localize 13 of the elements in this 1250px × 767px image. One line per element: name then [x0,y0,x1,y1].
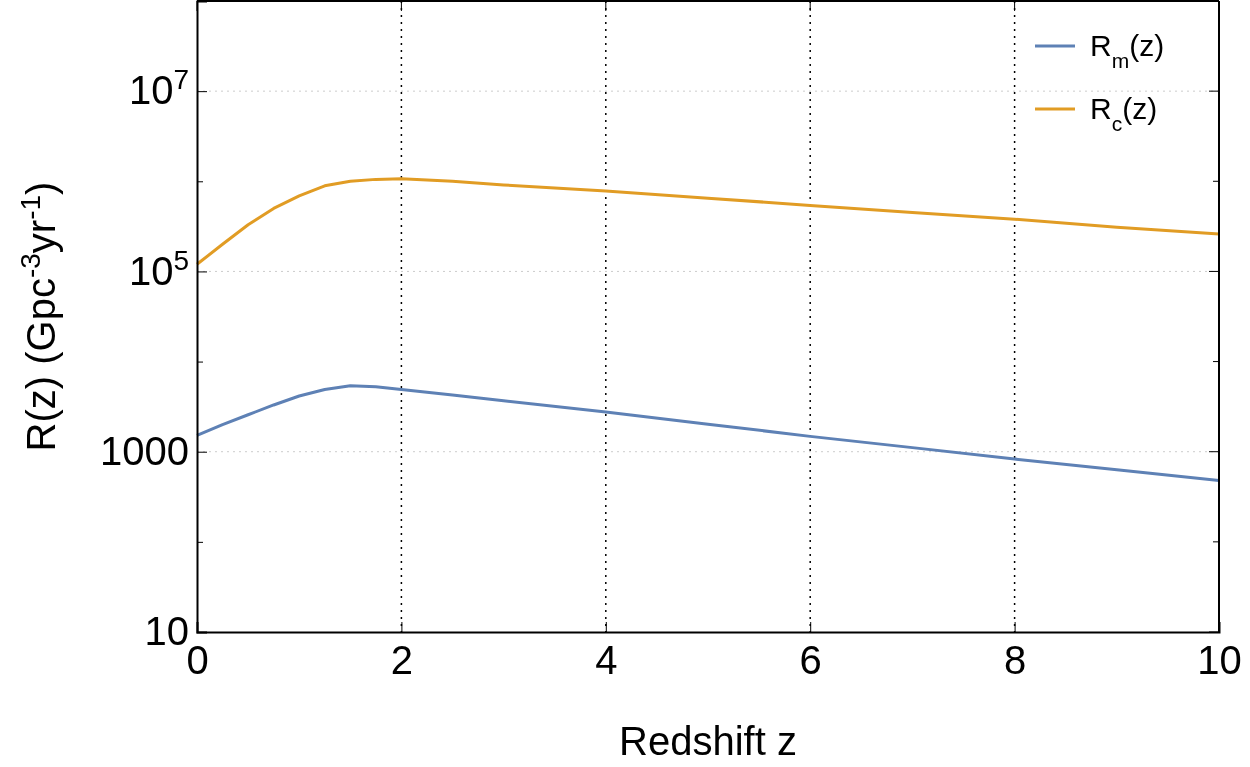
legend-label: R$_{c}$(z) [1090,92,1158,135]
y-tick-label: 10$^{7}$ [128,63,189,113]
x-tick-label: 6 [799,638,822,683]
x-tick-label: 8 [1003,638,1027,683]
legend-label: R$_{m}$(z) [1090,29,1165,72]
y-tick-label: 1000 [100,429,189,474]
y-tick-label: 10 [144,609,189,654]
x-tick-label: 10 [1197,638,1242,683]
x-axis-title: Redshift z [619,719,797,763]
y-tick-label: 10$^{5}$ [128,244,189,293]
x-tick-label: 0 [186,638,209,683]
x-tick-label: 4 [595,638,618,683]
x-tick-label: 2 [390,638,414,683]
